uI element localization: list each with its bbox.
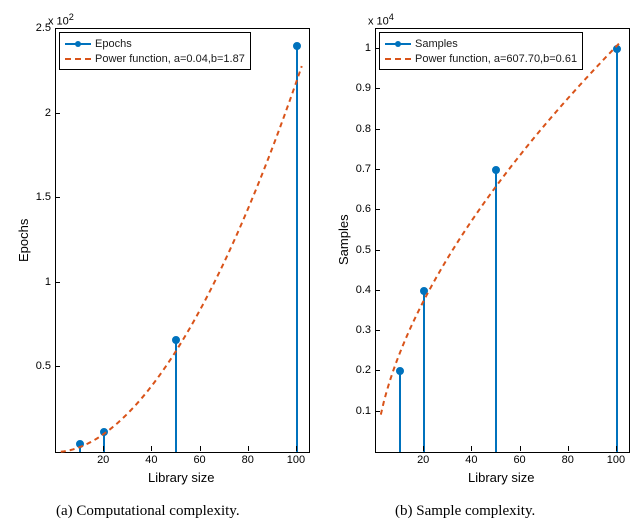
ytick-mark <box>375 411 380 412</box>
panel-b-ylabel: Samples <box>336 214 351 265</box>
ytick-label: 0.9 <box>356 82 371 94</box>
legend-label: Power function, a=607.70,b=0.61 <box>415 53 577 65</box>
xtick-label: 80 <box>562 454 574 466</box>
ytick-label: 0.3 <box>356 324 371 336</box>
legend-entry: Samples <box>385 36 577 51</box>
figure-root: x 102 Epochs Library size (a) Computatio… <box>0 0 640 531</box>
ytick-mark <box>375 209 380 210</box>
xtick-label: 100 <box>607 454 625 466</box>
ytick-label: 1 <box>365 42 371 54</box>
ytick-mark <box>375 88 380 89</box>
panel-a-plot-area <box>55 28 310 453</box>
ytick-mark <box>55 366 60 367</box>
panel-a-caption: (a) Computational complexity. <box>56 503 240 520</box>
stem-marker <box>613 45 621 53</box>
panel_a-legend: Epochs Power function, a=0.04,b=1.87 <box>59 32 251 70</box>
ytick-mark <box>375 290 380 291</box>
xtick-mark <box>616 446 617 451</box>
xtick-mark <box>568 446 569 451</box>
ytick-mark <box>375 169 380 170</box>
ytick-label: 0.7 <box>356 163 371 175</box>
exp-prefix: x 10 <box>368 16 389 28</box>
xtick-mark <box>200 446 201 451</box>
ytick-label: 1.5 <box>36 191 51 203</box>
exp-sup: 2 <box>69 12 74 22</box>
legend-swatch <box>65 53 91 65</box>
stem <box>423 291 425 452</box>
legend-swatch <box>65 38 91 50</box>
xtick-label: 20 <box>417 454 429 466</box>
panel-b-caption: (b) Sample complexity. <box>395 503 535 520</box>
ytick-label: 0.8 <box>356 123 371 135</box>
ytick-label: 2.5 <box>36 22 51 34</box>
fit-curve <box>56 29 309 452</box>
ytick-mark <box>55 113 60 114</box>
ytick-label: 0.1 <box>356 405 371 417</box>
stem-marker <box>420 287 428 295</box>
xtick-mark <box>423 446 424 451</box>
legend-label: Epochs <box>95 38 132 50</box>
ytick-label: 0.5 <box>356 244 371 256</box>
panel-a-exp-label: x 102 <box>48 12 74 28</box>
panel-b-exp-label: x 104 <box>368 12 394 28</box>
stem <box>175 340 177 452</box>
panel-a-ylabel: Epochs <box>16 219 31 262</box>
stem <box>616 49 618 452</box>
legend-swatch <box>385 38 411 50</box>
ytick-mark <box>55 282 60 283</box>
xtick-label: 60 <box>193 454 205 466</box>
stem-marker <box>100 428 108 436</box>
ytick-label: 0.2 <box>356 364 371 376</box>
ytick-label: 2 <box>45 107 51 119</box>
panel-b-xlabel: Library size <box>468 470 534 485</box>
exp-sup: 4 <box>389 12 394 22</box>
fit-curve <box>376 29 629 452</box>
stem <box>399 371 401 452</box>
legend-label: Power function, a=0.04,b=1.87 <box>95 53 245 65</box>
ytick-label: 0.4 <box>356 284 371 296</box>
xtick-mark <box>520 446 521 451</box>
ytick-label: 0.5 <box>36 360 51 372</box>
panel-a: x 102 Epochs Library size (a) Computatio… <box>0 0 320 531</box>
xtick-label: 20 <box>97 454 109 466</box>
legend-entry: Epochs <box>65 36 245 51</box>
ytick-mark <box>375 330 380 331</box>
legend-entry: Power function, a=0.04,b=1.87 <box>65 51 245 66</box>
ytick-mark <box>375 250 380 251</box>
exp-prefix: x 10 <box>48 16 69 28</box>
xtick-label: 40 <box>145 454 157 466</box>
stem-marker <box>396 367 404 375</box>
ytick-mark <box>55 197 60 198</box>
legend-swatch <box>385 53 411 65</box>
stem <box>296 46 298 452</box>
stem <box>495 170 497 452</box>
xtick-label: 60 <box>513 454 525 466</box>
stem-marker <box>293 42 301 50</box>
ytick-label: 0.6 <box>356 203 371 215</box>
xtick-label: 80 <box>242 454 254 466</box>
stem-marker <box>172 336 180 344</box>
panel-a-xlabel: Library size <box>148 470 214 485</box>
xtick-mark <box>248 446 249 451</box>
xtick-mark <box>296 446 297 451</box>
ytick-label: 1 <box>45 276 51 288</box>
legend-entry: Power function, a=607.70,b=0.61 <box>385 51 577 66</box>
ytick-mark <box>375 370 380 371</box>
xtick-mark <box>471 446 472 451</box>
panel_b-legend: Samples Power function, a=607.70,b=0.61 <box>379 32 583 70</box>
panel-b-plot-area <box>375 28 630 453</box>
ytick-mark <box>55 28 60 29</box>
xtick-label: 40 <box>465 454 477 466</box>
panel-b: x 104 Samples Library size (b) Sample co… <box>320 0 640 531</box>
legend-label: Samples <box>415 38 458 50</box>
xtick-mark <box>103 446 104 451</box>
stem-marker <box>492 166 500 174</box>
xtick-mark <box>151 446 152 451</box>
ytick-mark <box>375 129 380 130</box>
stem-marker <box>76 440 84 448</box>
xtick-label: 100 <box>287 454 305 466</box>
